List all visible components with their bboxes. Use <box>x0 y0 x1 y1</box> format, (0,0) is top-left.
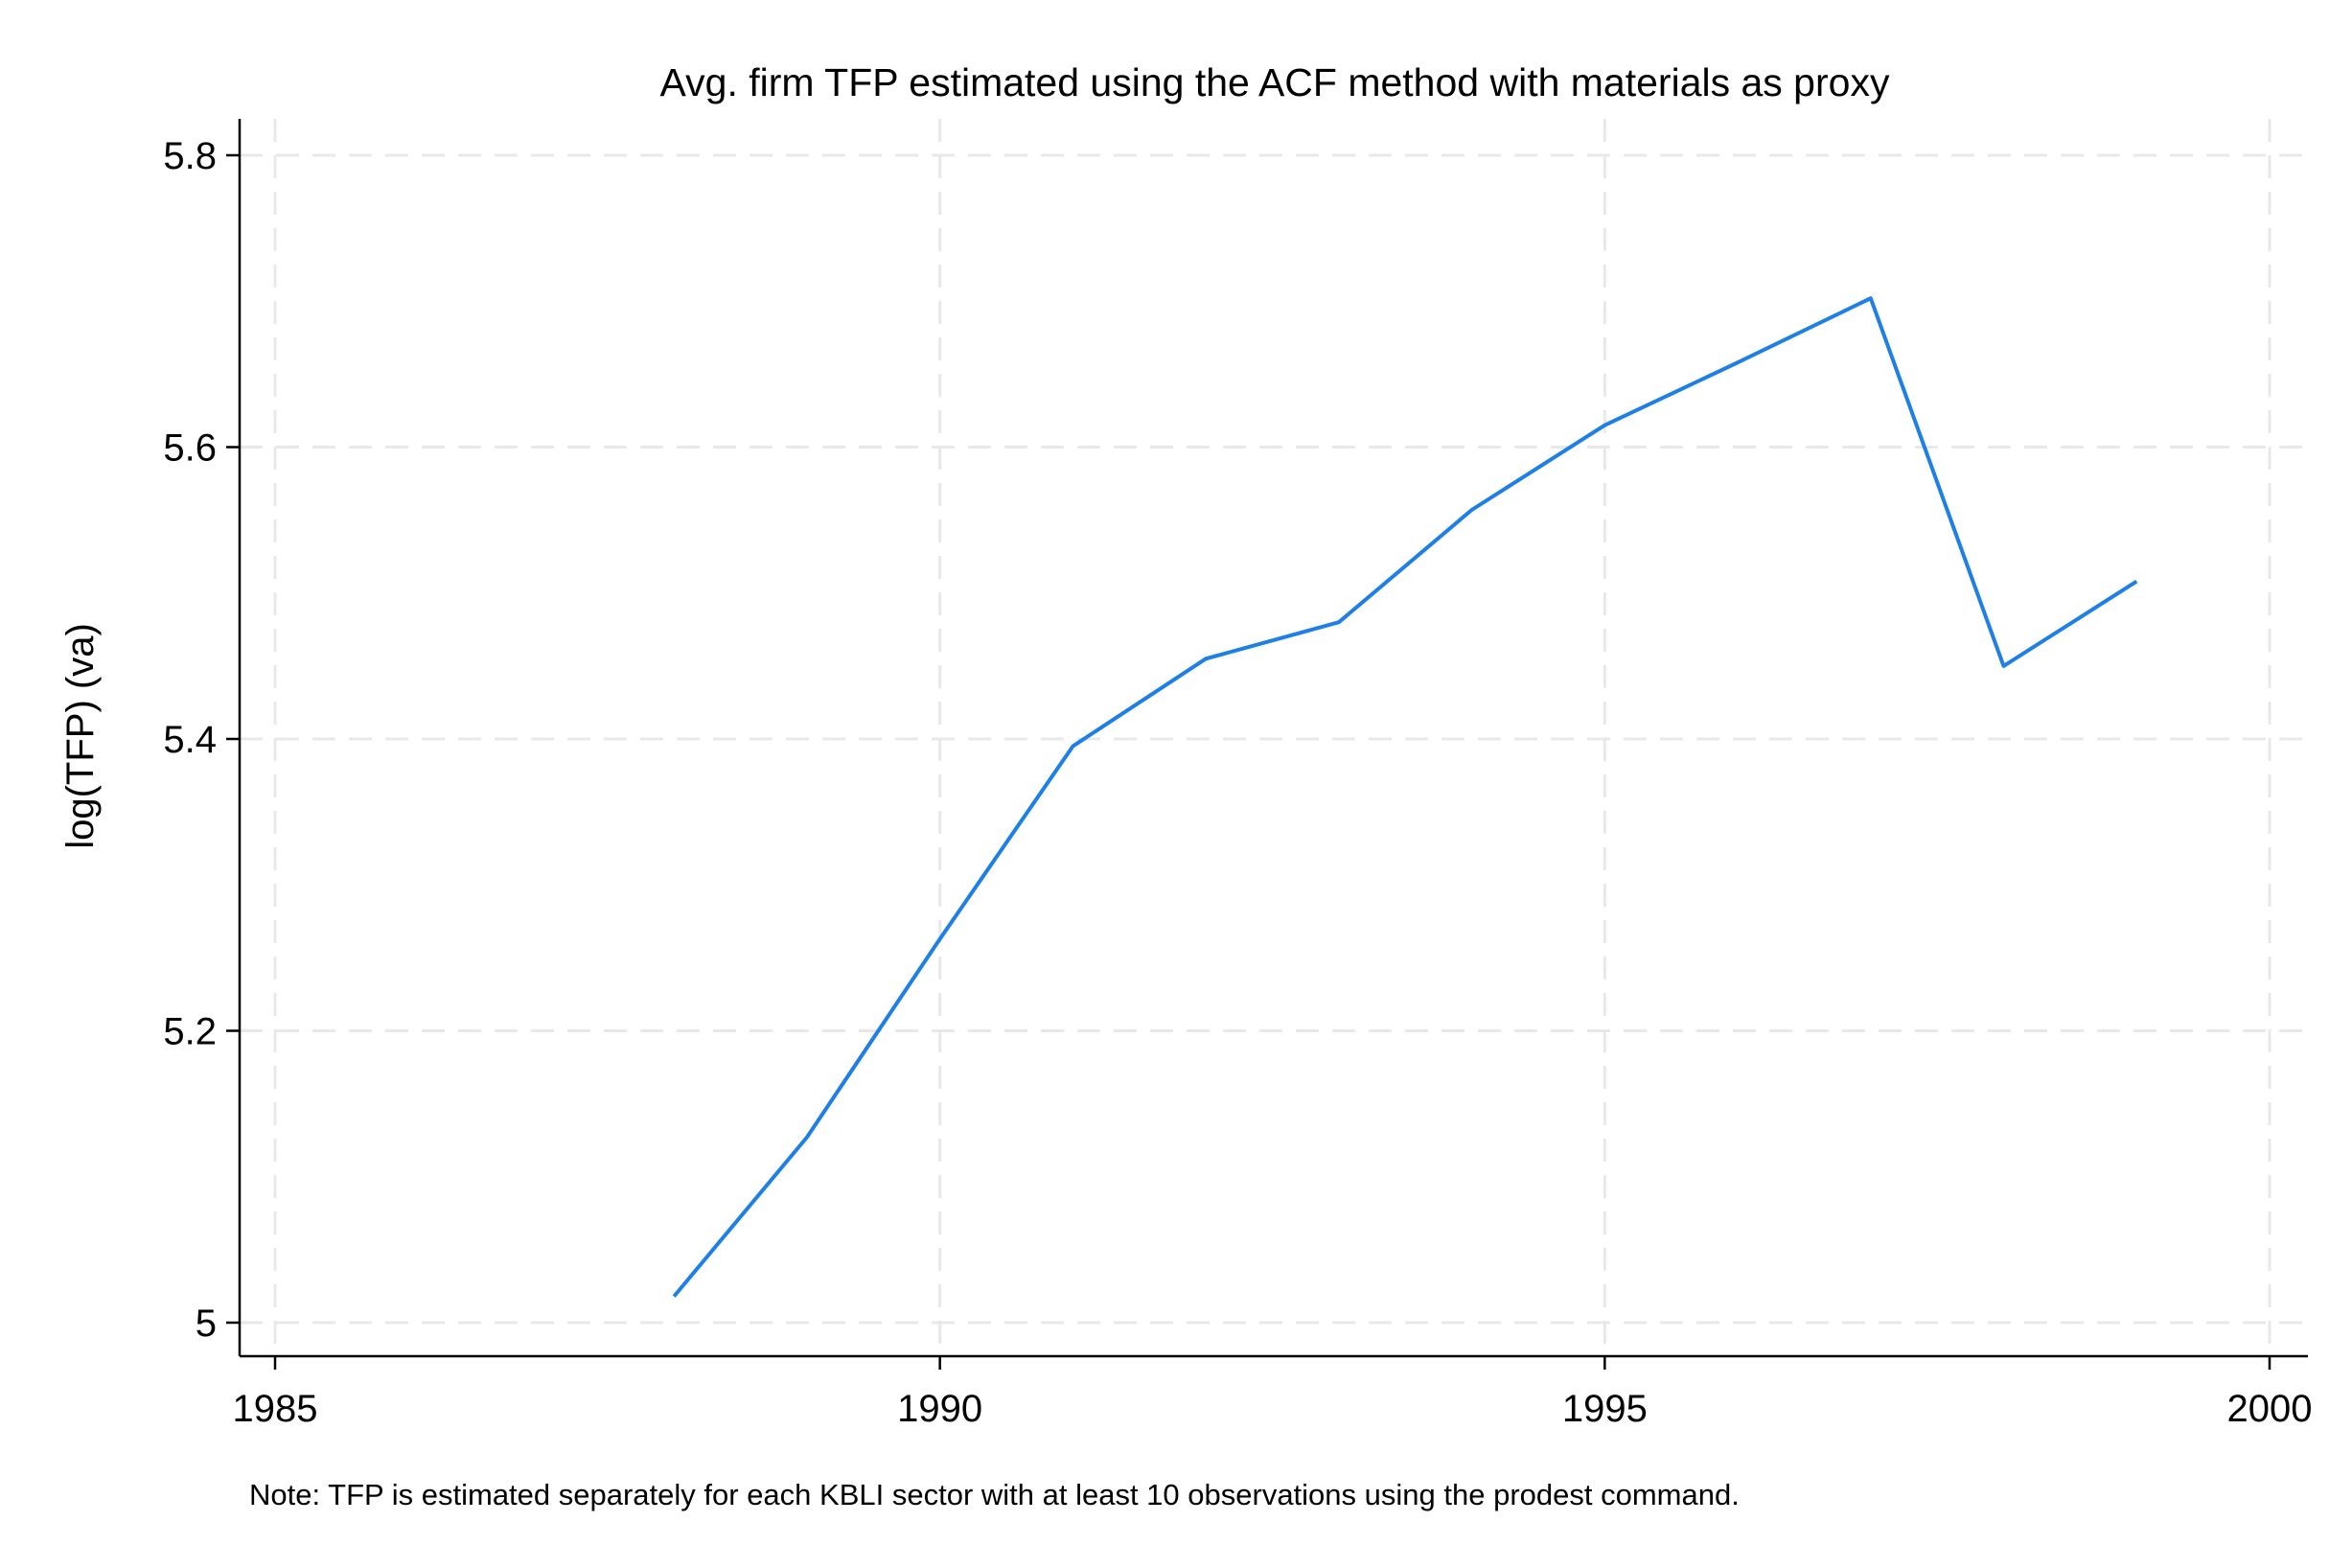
tick-labels: 5 5.2 5.4 5.6 5.8 1985 1990 1995 2000 <box>163 135 2312 1430</box>
y-tick-label-2: 5.4 <box>163 719 217 761</box>
x-tick-label-3: 2000 <box>2227 1388 2313 1430</box>
chart-title: Avg. firm TFP estimated using the ACF me… <box>660 60 1890 104</box>
x-tick-label-0: 1985 <box>233 1388 318 1430</box>
grid-lines <box>240 119 2308 1356</box>
y-tick-label-3: 5.6 <box>163 427 217 470</box>
x-tick-label-2: 1995 <box>1562 1388 1648 1430</box>
y-tick-label-4: 5.8 <box>163 135 217 177</box>
x-tick-label-1: 1990 <box>897 1388 982 1430</box>
y-tick-label-1: 5.2 <box>163 1011 217 1053</box>
y-tick-label-0: 5 <box>196 1303 217 1345</box>
series-lines <box>672 296 2138 1298</box>
axes <box>226 119 2308 1370</box>
chart-note: Note: TFP is estimated separately for ea… <box>249 1478 1740 1511</box>
y-axis-title: log(TFP) (va) <box>59 623 102 849</box>
series-line-0 <box>672 296 2138 1298</box>
